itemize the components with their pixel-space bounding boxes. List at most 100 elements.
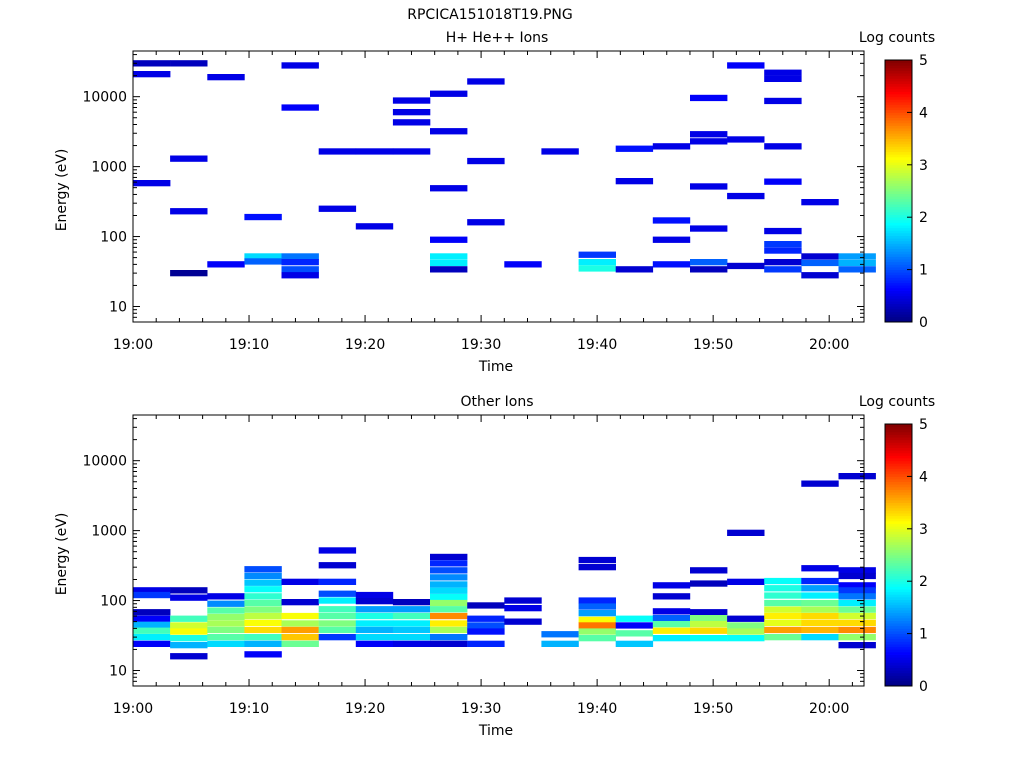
heatmap-cell — [615, 615, 654, 622]
colorbar-segment — [885, 667, 912, 671]
heatmap-cell — [430, 626, 468, 634]
x-tick-label: 19:40 — [577, 337, 617, 353]
heatmap-cell — [727, 136, 765, 143]
heatmap-cell — [318, 612, 357, 620]
colorbar-segment — [885, 625, 912, 629]
heatmap-cell — [318, 634, 357, 641]
x-axis-label: Time — [478, 723, 513, 739]
heatmap-cell — [281, 626, 319, 634]
heatmap-cell — [838, 619, 876, 626]
colorbar-tick-label: 3 — [919, 522, 928, 538]
heatmap-cell — [801, 585, 839, 592]
heatmap-cell — [318, 205, 357, 212]
colorbar-segment — [885, 120, 912, 124]
heatmap-cell — [392, 599, 431, 606]
colorbar-segment — [885, 253, 912, 257]
colorbar-segment — [885, 86, 912, 90]
colorbar-segment — [885, 623, 912, 627]
heatmap-cell — [764, 612, 802, 620]
heatmap-cell — [430, 259, 468, 267]
colorbar-segment — [885, 154, 912, 158]
heatmap-cell — [133, 60, 171, 67]
colorbar-segment — [885, 599, 912, 603]
heatmap-cell — [430, 594, 468, 601]
colorbar-segment — [885, 261, 912, 265]
colorbar-label: Log counts — [859, 30, 935, 46]
heatmap-cell — [244, 599, 282, 607]
colorbar-segment — [885, 426, 912, 430]
colorbar-segment — [885, 452, 912, 456]
colorbar-label: Log counts — [859, 394, 935, 410]
heatmap-cell — [318, 547, 357, 554]
heatmap-cell — [170, 628, 208, 635]
heatmap-cell — [133, 627, 171, 634]
colorbar-segment — [885, 539, 912, 543]
colorbar-segment — [885, 434, 912, 438]
heatmap-cell — [281, 620, 319, 627]
colorbar-segment — [885, 259, 912, 263]
colorbar-segment — [885, 612, 912, 616]
colorbar-segment — [885, 562, 912, 566]
heatmap-cell — [838, 587, 876, 594]
heatmap-cell — [430, 634, 468, 641]
colorbar-segment — [885, 678, 912, 682]
colorbar-tick-label: 4 — [919, 469, 928, 485]
heatmap-cell — [838, 473, 876, 480]
heatmap-cell — [578, 635, 616, 642]
heatmap-cell — [801, 253, 839, 260]
heatmap-cell — [652, 608, 691, 615]
panel-title: Other Ions — [460, 394, 533, 410]
colorbar-segment — [885, 581, 912, 585]
colorbar-segment — [885, 680, 912, 684]
heatmap-cell — [652, 615, 691, 622]
heatmap-cells — [133, 60, 876, 279]
colorbar-segment — [885, 646, 912, 650]
colorbar-segment — [885, 641, 912, 645]
x-tick-label: 19:00 — [113, 337, 153, 353]
colorbar-segment — [885, 505, 912, 509]
heatmap-cell — [244, 606, 282, 613]
colorbar-segment — [885, 175, 912, 179]
heatmap-cell — [170, 270, 208, 277]
heatmap-cell — [170, 622, 208, 629]
colorbar-segment — [885, 319, 912, 323]
x-tick-label: 19:50 — [693, 701, 733, 717]
colorbar-segment — [885, 209, 912, 213]
heatmap-cell — [578, 616, 616, 623]
heatmap-cell — [392, 620, 431, 627]
heatmap-cell — [430, 599, 468, 607]
heatmap-cell — [170, 208, 208, 215]
heatmap-cell — [727, 622, 765, 629]
heatmap-cell — [727, 615, 765, 622]
colorbar-segment — [885, 162, 912, 166]
heatmap-cell — [504, 618, 542, 625]
colorbar-segment — [885, 620, 912, 624]
heatmap-cell — [244, 640, 282, 647]
colorbar-segment — [885, 251, 912, 255]
colorbar-segment — [885, 80, 912, 84]
colorbar-segment — [885, 185, 912, 189]
heatmap-cell — [281, 634, 319, 641]
heatmap-cell — [244, 586, 282, 593]
heatmap-cell — [652, 627, 691, 634]
heatmap-cell — [170, 155, 208, 162]
colorbar-segment — [885, 141, 912, 145]
heatmap-cell — [801, 619, 839, 626]
heatmap-cell — [504, 605, 542, 612]
heatmap-cell — [578, 556, 616, 564]
heatmap-cell — [244, 566, 282, 573]
colorbar-segment — [885, 518, 912, 522]
heatmap-cell — [578, 251, 616, 258]
colorbar-tick-label: 1 — [919, 263, 928, 279]
heatmap-cell — [801, 259, 839, 267]
heatmap-cell — [207, 593, 245, 600]
y-tick-label: 10000 — [82, 90, 127, 106]
heatmap-cell — [690, 138, 728, 145]
heatmap-cell — [690, 259, 728, 266]
colorbar-segment — [885, 510, 912, 514]
colorbar-segment — [885, 442, 912, 446]
heatmap-cell — [392, 640, 431, 647]
heatmap-cell — [244, 651, 282, 658]
heatmap-cell — [318, 562, 357, 569]
y-tick-label: 10000 — [82, 454, 127, 470]
